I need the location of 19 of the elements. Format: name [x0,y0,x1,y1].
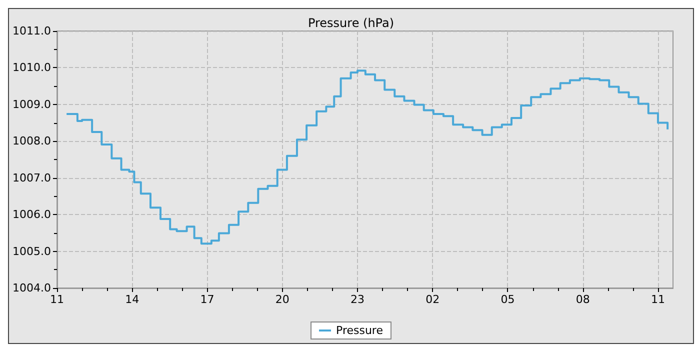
y-tick-label: 1009.0 [12,98,51,111]
y-tick-label: 1006.0 [12,208,51,222]
x-tick-label: 20 [275,293,290,306]
chart-title: Pressure (hPa) [308,16,394,30]
x-tick-label: 17 [200,293,214,306]
x-tick-label: 05 [500,293,515,306]
x-tick-label: 14 [125,293,140,306]
x-tick-label: 11 [50,293,64,306]
x-tick-label: 08 [576,293,590,306]
y-tick-label: 1004.0 [12,282,51,294]
x-tick-label: 02 [426,293,440,306]
y-tick-label: 1008.0 [12,134,51,148]
x-tick-label: 23 [350,293,364,306]
y-tick-label: 1005.0 [12,244,51,258]
legend-label: Pressure [336,324,384,337]
y-tick-label: 1010.0 [12,61,51,74]
x-tick-label: 11 [650,293,665,306]
y-tick-label: 1011.0 [12,24,51,38]
y-tick-label: 1007.0 [12,171,51,184]
